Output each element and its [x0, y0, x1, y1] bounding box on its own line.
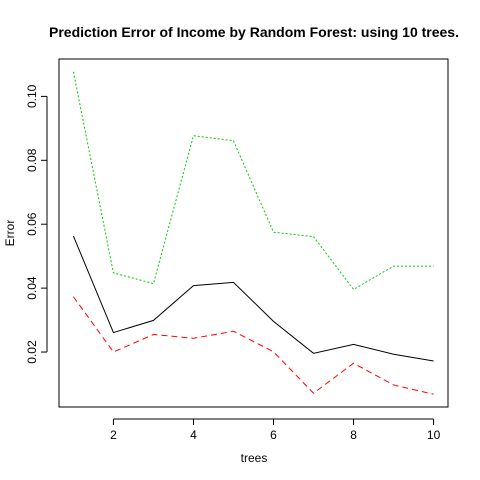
x-axis-label: trees — [241, 451, 268, 465]
plot-frame — [58, 58, 449, 408]
y-tick-label: 0.10 — [25, 84, 39, 108]
x-tick-label: 8 — [350, 428, 357, 442]
y-tick-label: 0.04 — [25, 276, 39, 300]
series-line-1 — [72, 235, 434, 362]
series-lines — [72, 71, 434, 395]
y-tick-label: 0.06 — [25, 212, 39, 236]
y-tick-label: 0.08 — [25, 148, 39, 172]
x-tick-label: 6 — [270, 428, 277, 442]
series-line-3 — [72, 71, 434, 291]
y-axis: 0.02 0.04 0.06 0.08 0.10 — [25, 84, 48, 364]
y-tick-label: 0.02 — [25, 340, 39, 364]
x-axis: 2 4 6 8 10 — [110, 418, 441, 442]
x-tick-label: 2 — [110, 428, 117, 442]
y-axis-label: Error — [3, 220, 17, 247]
x-tick-label: 10 — [427, 428, 441, 442]
series-line-2 — [73, 296, 434, 395]
chart-title: Prediction Error of Income by Random For… — [49, 24, 459, 40]
x-tick-label: 4 — [190, 428, 197, 442]
